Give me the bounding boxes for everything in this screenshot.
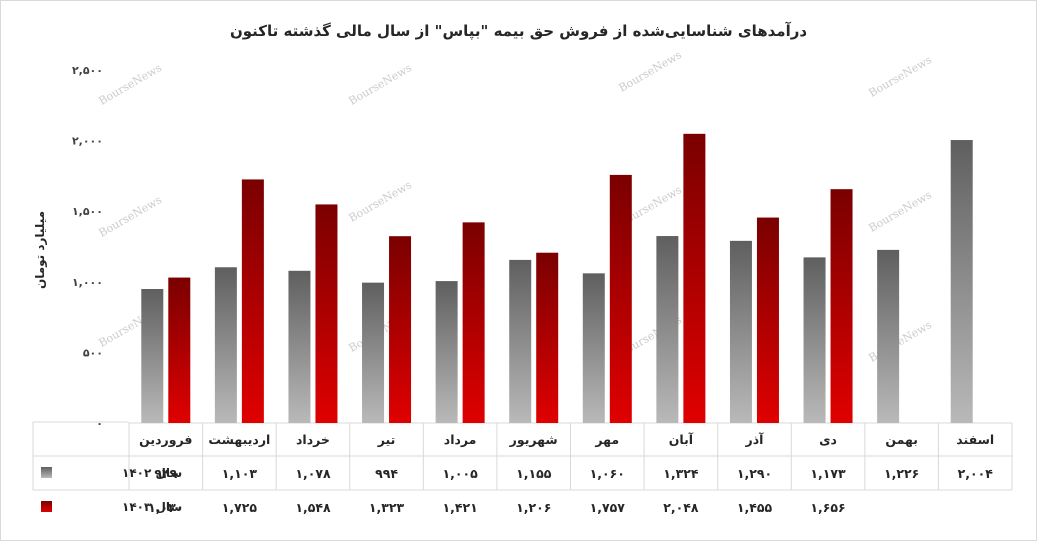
bar-1402 (803, 257, 826, 423)
bar-1403 (609, 174, 632, 423)
data-label: ۱,۲۰۶ (516, 500, 551, 515)
data-label: ۱,۲۹۰ (737, 466, 772, 481)
data-label: ۱,۴۲۱ (442, 500, 477, 515)
data-label: ۱,۱۷۳ (810, 466, 846, 481)
bar-1402 (582, 273, 605, 423)
data-label: ۱,۰۳۰ (148, 500, 183, 515)
category-label: تیر (377, 432, 396, 447)
bar-1402 (877, 249, 900, 423)
legend-swatch (41, 467, 52, 478)
y-tick-label: ۰ (96, 417, 103, 430)
bar-1403 (389, 236, 412, 423)
category-label: مهر (594, 432, 619, 447)
bar-1403 (168, 277, 191, 423)
data-label: ۱,۷۲۵ (222, 500, 258, 515)
bar-1403 (462, 222, 485, 423)
data-label: ۱,۶۵۶ (810, 500, 845, 515)
category-label: دی (819, 432, 837, 447)
data-label: ۱,۰۷۸ (295, 466, 331, 481)
data-label: ۹۹۴ (375, 466, 398, 481)
data-label: ۱,۰۶۰ (590, 466, 625, 481)
bar-1403 (241, 179, 264, 423)
bar-1402 (435, 281, 458, 423)
category-label: مرداد (444, 432, 477, 447)
bar-1402 (214, 267, 237, 423)
category-label: آبان (669, 432, 694, 447)
data-label: ۱,۷۵۷ (590, 500, 626, 515)
y-tick-label: ۱,۵۰۰ (72, 205, 103, 218)
bar-1403 (536, 252, 559, 423)
y-tick-label: ۱,۰۰۰ (72, 276, 103, 289)
data-label: ۱,۳۲۳ (369, 500, 405, 515)
bar-1403 (830, 189, 853, 423)
bar-1403 (315, 204, 338, 423)
category-label: شهریور (509, 432, 558, 447)
data-label: ۱,۴۵۵ (737, 500, 773, 515)
data-label: ۱,۳۲۴ (663, 466, 699, 481)
bar-1402 (950, 140, 973, 423)
category-label: اردیبهشت (208, 432, 270, 447)
data-label: ۲,۰۰۴ (958, 466, 994, 481)
legend-label: سال ۱۴۰۲ (122, 466, 182, 480)
data-label: ۱,۱۵۵ (516, 466, 552, 481)
bar-1402 (729, 240, 752, 423)
data-label: ۹۴۹ (154, 466, 177, 481)
category-label: اسفند (956, 432, 994, 447)
category-label: بهمن (885, 432, 918, 447)
bar-1402 (288, 270, 311, 423)
category-label: آذر (745, 432, 765, 447)
data-label: ۱,۲۲۶ (884, 466, 919, 481)
legend-label: سال ۱۴۰۳ (122, 500, 182, 514)
y-tick-label: ۲,۵۰۰ (72, 64, 103, 77)
bar-1402 (362, 282, 385, 423)
legend-swatch (41, 501, 52, 512)
y-tick-label: ۲,۰۰۰ (72, 135, 103, 148)
bar-1403 (683, 133, 706, 424)
data-label: ۱,۰۰۵ (442, 466, 478, 481)
chart-title: درآمدهای شناسایی‌شده از فروش حق بیمه "بپ… (229, 22, 808, 40)
bar-1402 (141, 289, 164, 423)
bar-1403 (756, 217, 779, 423)
category-label: فروردین (139, 432, 192, 447)
category-label: خرداد (296, 432, 330, 447)
y-tick-label: ۵۰۰ (83, 346, 103, 359)
data-label: ۲,۰۴۸ (663, 500, 699, 515)
data-label: ۱,۵۴۸ (295, 500, 331, 515)
bar-1402 (656, 236, 679, 423)
bar-1402 (509, 259, 532, 423)
data-label: ۱,۱۰۳ (222, 466, 258, 481)
